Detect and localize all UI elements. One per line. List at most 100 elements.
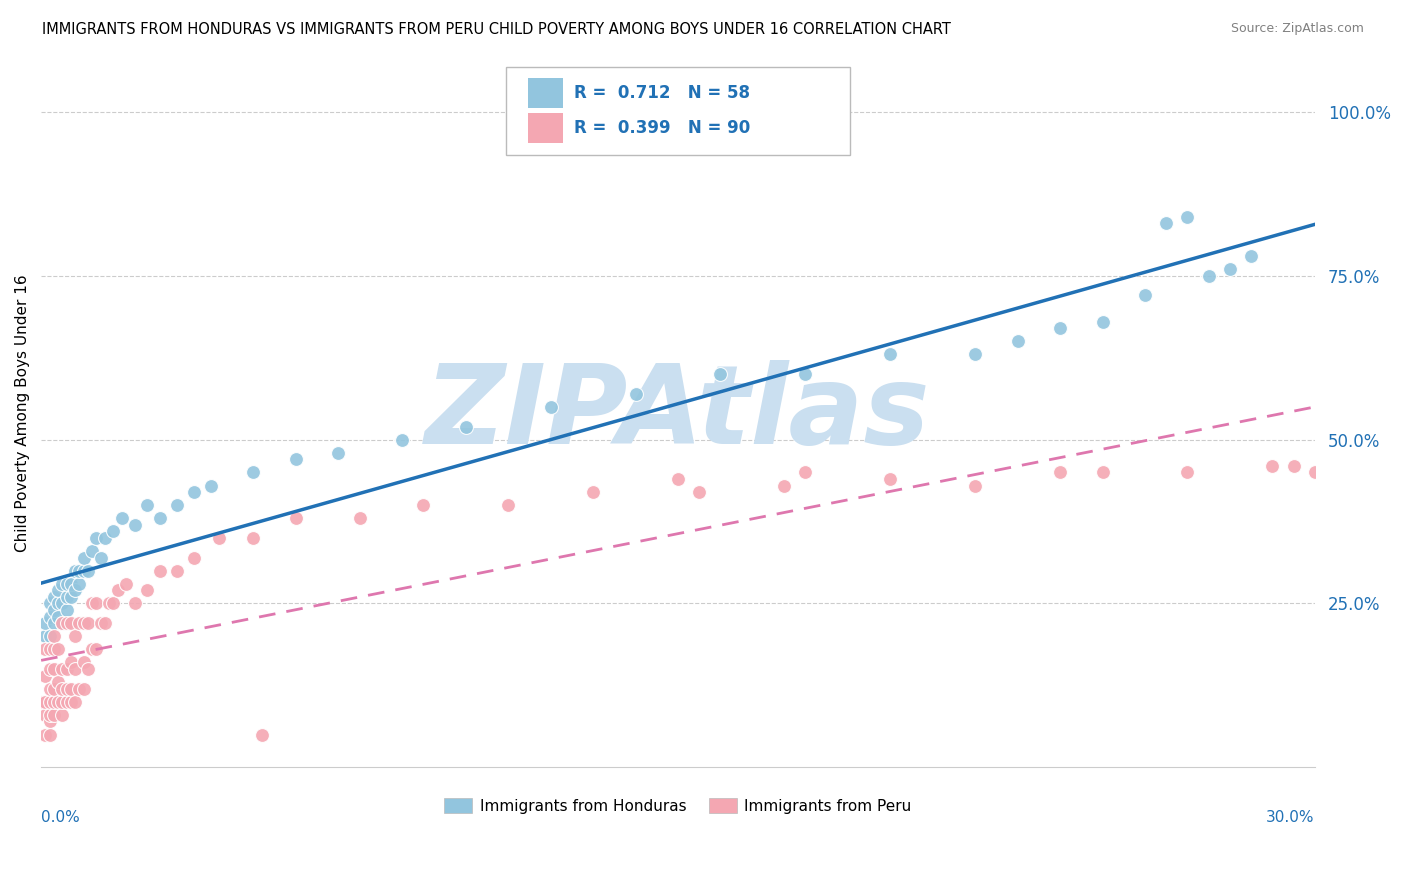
- Point: [111, 511, 134, 525]
- Point: [208, 531, 231, 545]
- Point: [72, 616, 94, 631]
- Point: [149, 564, 172, 578]
- Text: R =  0.399   N = 90: R = 0.399 N = 90: [574, 120, 749, 137]
- Point: [794, 466, 817, 480]
- Point: [67, 681, 90, 696]
- Text: R =  0.712   N = 58: R = 0.712 N = 58: [574, 84, 749, 102]
- Point: [709, 367, 731, 381]
- Point: [136, 583, 159, 598]
- Point: [38, 629, 60, 643]
- Point: [55, 681, 77, 696]
- Point: [94, 531, 117, 545]
- Point: [67, 576, 90, 591]
- Point: [794, 367, 817, 381]
- Point: [34, 668, 56, 682]
- Point: [38, 681, 60, 696]
- Point: [63, 583, 86, 598]
- Point: [124, 517, 146, 532]
- Point: [55, 603, 77, 617]
- Point: [250, 727, 273, 741]
- Point: [34, 629, 56, 643]
- Point: [540, 400, 562, 414]
- Point: [38, 609, 60, 624]
- Point: [1261, 458, 1284, 473]
- Point: [55, 590, 77, 604]
- Point: [84, 642, 107, 657]
- Point: [1177, 210, 1199, 224]
- Point: [63, 629, 86, 643]
- Point: [242, 466, 264, 480]
- Point: [51, 616, 73, 631]
- Point: [115, 576, 138, 591]
- Text: Source: ZipAtlas.com: Source: ZipAtlas.com: [1230, 22, 1364, 36]
- Point: [46, 695, 69, 709]
- Point: [773, 478, 796, 492]
- Point: [34, 695, 56, 709]
- Point: [63, 564, 86, 578]
- Point: [124, 597, 146, 611]
- Point: [51, 662, 73, 676]
- Point: [63, 662, 86, 676]
- Point: [55, 695, 77, 709]
- Point: [55, 576, 77, 591]
- Point: [1177, 466, 1199, 480]
- Point: [1049, 321, 1071, 335]
- Point: [72, 564, 94, 578]
- Point: [42, 629, 65, 643]
- Point: [51, 616, 73, 631]
- Point: [42, 603, 65, 617]
- Point: [242, 531, 264, 545]
- Point: [42, 707, 65, 722]
- Point: [59, 681, 82, 696]
- Point: [59, 576, 82, 591]
- Point: [76, 662, 98, 676]
- Point: [349, 511, 371, 525]
- Bar: [527, 78, 564, 108]
- Point: [879, 347, 901, 361]
- Point: [80, 544, 103, 558]
- Point: [51, 681, 73, 696]
- Point: [59, 616, 82, 631]
- Point: [46, 675, 69, 690]
- Point: [284, 511, 307, 525]
- Point: [166, 564, 188, 578]
- Point: [284, 452, 307, 467]
- Point: [42, 662, 65, 676]
- Point: [107, 583, 129, 598]
- Point: [38, 727, 60, 741]
- Point: [98, 597, 121, 611]
- Point: [72, 550, 94, 565]
- Point: [1133, 288, 1156, 302]
- Point: [63, 695, 86, 709]
- Point: [454, 419, 477, 434]
- Point: [666, 472, 689, 486]
- Point: [30, 695, 52, 709]
- Point: [1007, 334, 1029, 349]
- Point: [59, 695, 82, 709]
- Point: [72, 656, 94, 670]
- Text: 0.0%: 0.0%: [41, 810, 80, 825]
- Point: [51, 707, 73, 722]
- Point: [103, 597, 125, 611]
- Point: [582, 485, 605, 500]
- Text: ZIPAtlas: ZIPAtlas: [425, 360, 931, 467]
- Point: [34, 616, 56, 631]
- Point: [90, 550, 112, 565]
- Point: [1282, 458, 1305, 473]
- Point: [51, 695, 73, 709]
- Y-axis label: Child Poverty Among Boys Under 16: Child Poverty Among Boys Under 16: [15, 275, 30, 552]
- Point: [1091, 315, 1114, 329]
- Point: [46, 609, 69, 624]
- Point: [42, 590, 65, 604]
- Point: [183, 485, 205, 500]
- Point: [46, 583, 69, 598]
- Text: IMMIGRANTS FROM HONDURAS VS IMMIGRANTS FROM PERU CHILD POVERTY AMONG BOYS UNDER : IMMIGRANTS FROM HONDURAS VS IMMIGRANTS F…: [42, 22, 950, 37]
- Point: [136, 498, 159, 512]
- Point: [38, 597, 60, 611]
- Point: [84, 597, 107, 611]
- Point: [1219, 262, 1241, 277]
- Point: [59, 590, 82, 604]
- Point: [1303, 466, 1326, 480]
- Point: [328, 446, 350, 460]
- Point: [1154, 216, 1177, 230]
